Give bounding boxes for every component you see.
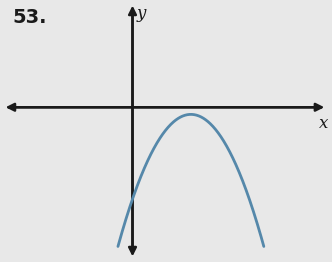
Text: 53.: 53. bbox=[13, 8, 47, 26]
Text: y: y bbox=[137, 5, 146, 22]
Text: x: x bbox=[319, 115, 329, 132]
